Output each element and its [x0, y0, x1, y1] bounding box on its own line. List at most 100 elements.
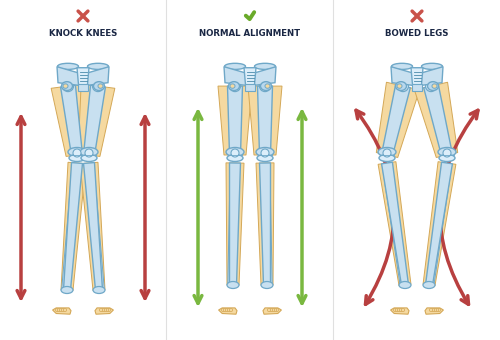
- Polygon shape: [80, 162, 105, 290]
- Polygon shape: [78, 84, 115, 156]
- Ellipse shape: [265, 84, 270, 88]
- Polygon shape: [90, 165, 104, 288]
- Ellipse shape: [260, 82, 272, 90]
- Circle shape: [394, 308, 396, 311]
- Circle shape: [62, 308, 64, 311]
- Ellipse shape: [397, 84, 402, 88]
- Ellipse shape: [98, 84, 103, 88]
- Circle shape: [62, 81, 74, 91]
- Ellipse shape: [257, 154, 273, 162]
- Ellipse shape: [227, 154, 243, 162]
- Circle shape: [64, 308, 66, 311]
- Ellipse shape: [69, 154, 85, 162]
- Polygon shape: [77, 68, 89, 85]
- Polygon shape: [218, 86, 252, 155]
- Polygon shape: [224, 67, 248, 85]
- Polygon shape: [258, 86, 272, 155]
- Circle shape: [231, 149, 239, 157]
- Ellipse shape: [93, 287, 105, 293]
- Ellipse shape: [378, 148, 396, 156]
- Circle shape: [434, 308, 436, 311]
- Circle shape: [402, 308, 404, 311]
- Polygon shape: [266, 165, 272, 283]
- Circle shape: [438, 308, 440, 311]
- Polygon shape: [51, 84, 88, 156]
- Ellipse shape: [392, 63, 412, 69]
- Circle shape: [102, 308, 104, 311]
- Circle shape: [224, 308, 226, 311]
- Polygon shape: [84, 85, 106, 156]
- Ellipse shape: [423, 282, 435, 289]
- Polygon shape: [390, 308, 409, 314]
- Circle shape: [92, 81, 104, 91]
- Polygon shape: [244, 68, 256, 85]
- Text: KNOCK KNEES: KNOCK KNEES: [49, 29, 117, 38]
- Ellipse shape: [399, 282, 411, 289]
- Polygon shape: [52, 308, 71, 314]
- Ellipse shape: [226, 148, 244, 156]
- Ellipse shape: [80, 148, 98, 156]
- Circle shape: [228, 308, 230, 311]
- Circle shape: [268, 308, 270, 311]
- Circle shape: [73, 149, 81, 157]
- Polygon shape: [378, 162, 411, 286]
- Polygon shape: [423, 162, 456, 286]
- Polygon shape: [411, 68, 423, 85]
- Polygon shape: [426, 162, 452, 286]
- Circle shape: [398, 81, 408, 91]
- Polygon shape: [263, 308, 281, 314]
- Polygon shape: [414, 82, 458, 157]
- Polygon shape: [382, 165, 402, 283]
- Circle shape: [108, 308, 110, 311]
- Polygon shape: [84, 163, 102, 290]
- Circle shape: [276, 308, 278, 311]
- Circle shape: [222, 308, 224, 311]
- Circle shape: [261, 149, 269, 157]
- Circle shape: [432, 308, 434, 311]
- Polygon shape: [256, 163, 274, 285]
- Polygon shape: [57, 67, 80, 85]
- Ellipse shape: [396, 82, 406, 90]
- Polygon shape: [425, 308, 444, 314]
- Circle shape: [85, 149, 93, 157]
- Ellipse shape: [61, 287, 73, 293]
- Circle shape: [100, 308, 102, 311]
- Ellipse shape: [224, 63, 246, 69]
- Polygon shape: [226, 163, 244, 285]
- Circle shape: [400, 308, 402, 311]
- Polygon shape: [382, 84, 410, 156]
- Ellipse shape: [228, 82, 239, 90]
- Ellipse shape: [58, 63, 78, 69]
- Polygon shape: [412, 84, 422, 90]
- Ellipse shape: [438, 148, 456, 156]
- Ellipse shape: [428, 82, 438, 90]
- Circle shape: [106, 308, 108, 311]
- Ellipse shape: [94, 82, 104, 90]
- Circle shape: [270, 308, 272, 311]
- Ellipse shape: [68, 148, 86, 156]
- Circle shape: [58, 308, 60, 311]
- Polygon shape: [248, 86, 282, 155]
- Polygon shape: [424, 84, 452, 156]
- Polygon shape: [245, 84, 255, 90]
- Polygon shape: [218, 308, 237, 314]
- Polygon shape: [62, 165, 76, 288]
- Circle shape: [443, 149, 451, 157]
- Polygon shape: [60, 85, 82, 156]
- Circle shape: [230, 308, 232, 311]
- Circle shape: [60, 308, 62, 311]
- Circle shape: [226, 308, 228, 311]
- Circle shape: [260, 81, 270, 91]
- Ellipse shape: [254, 63, 276, 69]
- Polygon shape: [260, 163, 270, 285]
- Circle shape: [274, 308, 276, 311]
- Polygon shape: [86, 67, 109, 85]
- Ellipse shape: [256, 148, 274, 156]
- Polygon shape: [95, 308, 114, 314]
- Ellipse shape: [227, 282, 239, 289]
- Ellipse shape: [63, 84, 68, 88]
- Polygon shape: [382, 162, 408, 286]
- Polygon shape: [228, 165, 234, 283]
- Polygon shape: [64, 163, 82, 290]
- Ellipse shape: [230, 84, 235, 88]
